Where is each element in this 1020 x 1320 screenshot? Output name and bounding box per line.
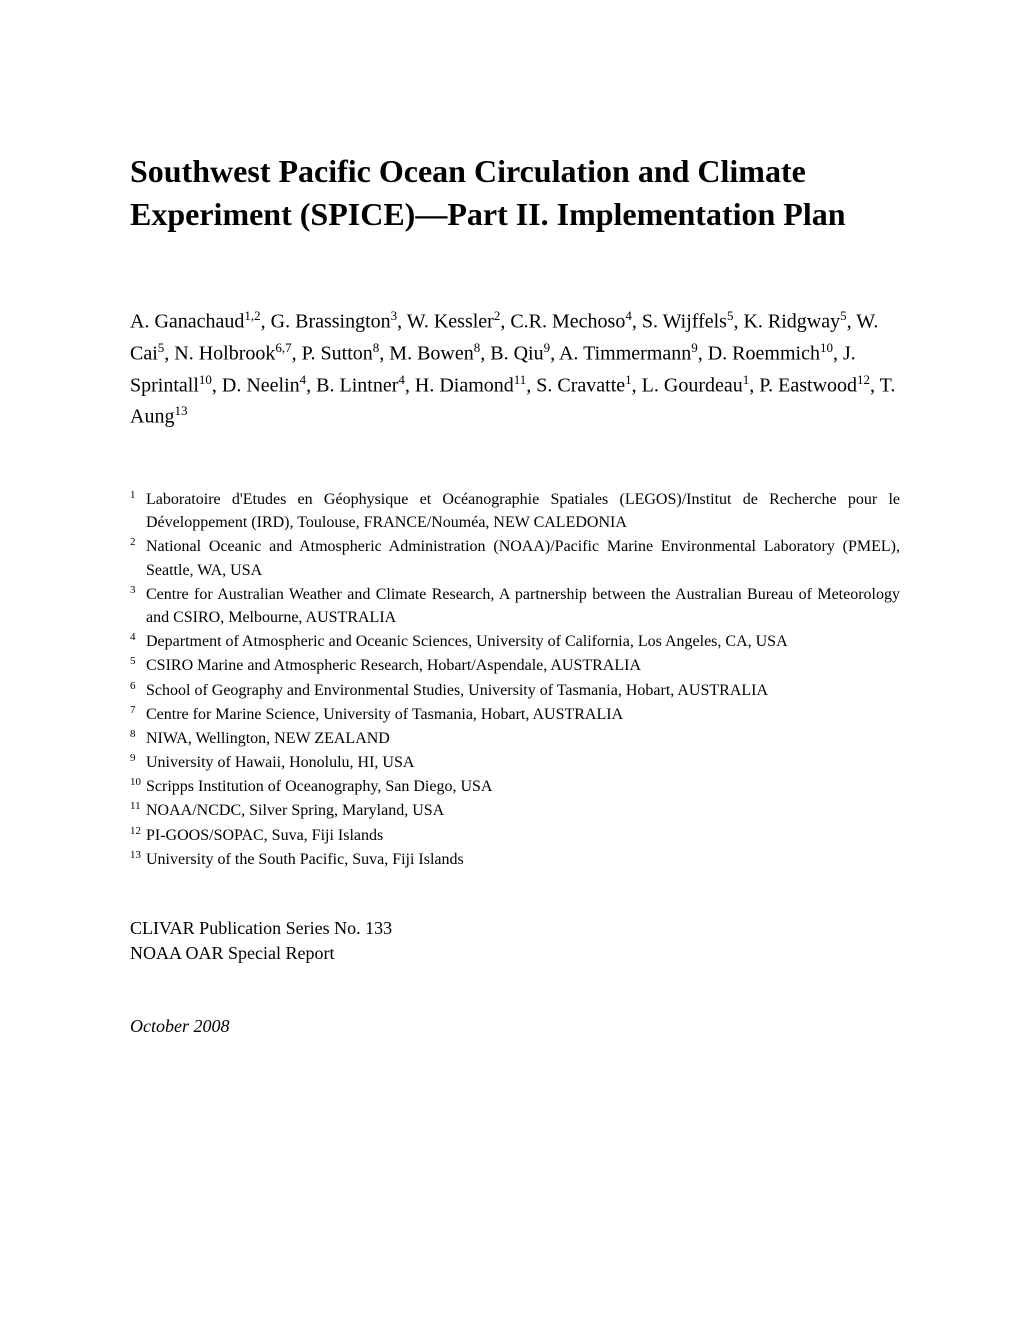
affiliation-item: 4Department of Atmospheric and Oceanic S… — [130, 630, 900, 653]
affiliation-item: 9University of Hawaii, Honolulu, HI, USA — [130, 751, 900, 774]
document-title: Southwest Pacific Ocean Circulation and … — [130, 150, 900, 236]
publication-date: October 2008 — [130, 1016, 900, 1037]
affiliations-list: 1Laboratoire d'Etudes en Géophysique et … — [130, 488, 900, 871]
pub-report: NOAA OAR Special Report — [130, 941, 900, 966]
publication-info: CLIVAR Publication Series No. 133 NOAA O… — [130, 916, 900, 966]
affiliation-item: 1Laboratoire d'Etudes en Géophysique et … — [130, 488, 900, 534]
authors-list: A. Ganachaud1,2, G. Brassington3, W. Kes… — [130, 306, 900, 433]
affiliation-item: 10Scripps Institution of Oceanography, S… — [130, 775, 900, 798]
affiliation-item: 13University of the South Pacific, Suva,… — [130, 848, 900, 871]
affiliation-item: 2National Oceanic and Atmospheric Admini… — [130, 535, 900, 581]
affiliation-item: 8NIWA, Wellington, NEW ZEALAND — [130, 727, 900, 750]
pub-series: CLIVAR Publication Series No. 133 — [130, 916, 900, 941]
affiliation-item: 12PI-GOOS/SOPAC, Suva, Fiji Islands — [130, 824, 900, 847]
affiliation-item: 11NOAA/NCDC, Silver Spring, Maryland, US… — [130, 799, 900, 822]
affiliation-item: 7Centre for Marine Science, University o… — [130, 703, 900, 726]
affiliation-item: 5CSIRO Marine and Atmospheric Research, … — [130, 654, 900, 677]
affiliation-item: 6School of Geography and Environmental S… — [130, 679, 900, 702]
affiliation-item: 3Centre for Australian Weather and Clima… — [130, 583, 900, 629]
